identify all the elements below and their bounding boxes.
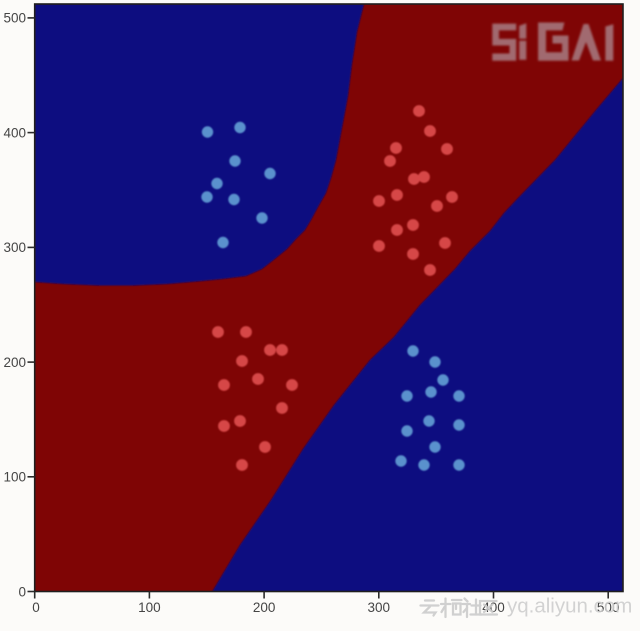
- svg-text:0: 0: [18, 584, 26, 599]
- svg-text:200: 200: [253, 600, 276, 615]
- svg-text:500: 500: [3, 11, 26, 26]
- svg-text:500: 500: [597, 600, 620, 615]
- svg-text:100: 100: [138, 600, 161, 615]
- svg-text:100: 100: [3, 470, 26, 485]
- svg-text:0: 0: [32, 600, 40, 615]
- svg-text:yq.aliyun.com: yq.aliyun.com: [507, 595, 632, 618]
- svg-text:400: 400: [482, 600, 505, 615]
- svg-text:400: 400: [3, 125, 26, 140]
- svg-text:300: 300: [3, 240, 26, 255]
- svg-text:200: 200: [3, 355, 26, 370]
- svg-text:300: 300: [368, 600, 391, 615]
